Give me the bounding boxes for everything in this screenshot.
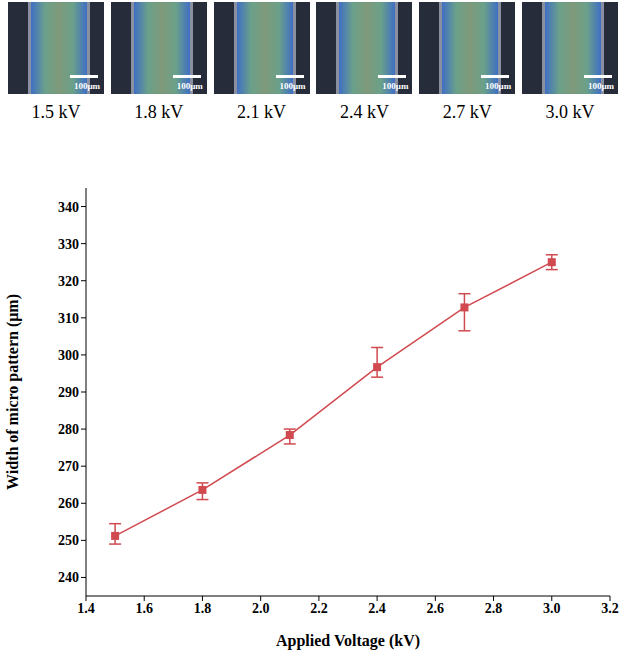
svg-text:250: 250 bbox=[58, 533, 79, 548]
svg-text:2.8: 2.8 bbox=[485, 601, 503, 616]
html-text:2.4 kV: 2.4 kV bbox=[339, 102, 389, 122]
svg-text:Applied Voltage (kV): Applied Voltage (kV) bbox=[276, 632, 420, 650]
svg-text:1.8: 1.8 bbox=[194, 601, 212, 616]
svg-text:330: 330 bbox=[58, 237, 79, 252]
svg-text:290: 290 bbox=[58, 385, 79, 400]
svg-text:240: 240 bbox=[58, 570, 79, 585]
svg-text:310: 310 bbox=[58, 311, 79, 326]
html-text:2.1 kV: 2.1 kV bbox=[237, 102, 287, 122]
svg-text:340: 340 bbox=[58, 200, 79, 215]
svg-text:2.0: 2.0 bbox=[252, 601, 270, 616]
svg-text:2.2: 2.2 bbox=[310, 601, 328, 616]
html-text:100μm: 100μm bbox=[73, 81, 100, 91]
svg-text:320: 320 bbox=[58, 274, 79, 289]
svg-text:2.4: 2.4 bbox=[368, 601, 386, 616]
svg-text:300: 300 bbox=[58, 348, 79, 363]
svg-text:1.4: 1.4 bbox=[77, 601, 95, 616]
svg-text:280: 280 bbox=[58, 422, 79, 437]
svg-text:1.6: 1.6 bbox=[135, 601, 153, 616]
html-text:100μm: 100μm bbox=[279, 81, 306, 91]
html-text:100μm: 100μm bbox=[485, 81, 512, 91]
html-text:100μm: 100μm bbox=[176, 81, 203, 91]
svg-text:3.2: 3.2 bbox=[601, 601, 619, 616]
html-text:100μm: 100μm bbox=[382, 81, 409, 91]
html-text:1.5 kV: 1.5 kV bbox=[31, 102, 81, 122]
html-text:100μm: 100μm bbox=[587, 81, 614, 91]
svg-text:3.0: 3.0 bbox=[543, 601, 561, 616]
html-text:2.7 kV: 2.7 kV bbox=[442, 102, 492, 122]
svg-text:Width of micro pattern (μm): Width of micro pattern (μm) bbox=[4, 294, 22, 490]
svg-text:270: 270 bbox=[58, 459, 79, 474]
svg-text:2.6: 2.6 bbox=[427, 601, 445, 616]
html-text:3.0 kV: 3.0 kV bbox=[545, 102, 595, 122]
html-text:1.8 kV: 1.8 kV bbox=[134, 102, 184, 122]
svg-text:260: 260 bbox=[58, 496, 79, 511]
